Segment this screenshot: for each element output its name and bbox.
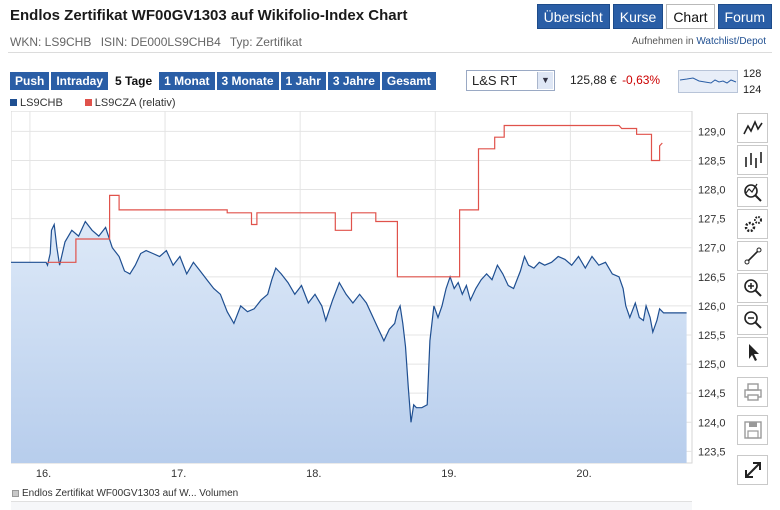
watchlist-prefix: Aufnehmen in bbox=[631, 36, 694, 47]
nav-kurse-button[interactable]: Kurse bbox=[612, 4, 664, 29]
nav-ubersicht-button[interactable]: Übersicht bbox=[536, 4, 610, 29]
x-tick-label: 18. bbox=[306, 468, 321, 480]
pointer-button[interactable] bbox=[737, 337, 768, 367]
security-meta: WKN: LS9CHB ISIN: DE000LS9CHB4 Typ: Zert… bbox=[10, 35, 308, 49]
y-tick-label: 124,0 bbox=[698, 417, 726, 429]
zoom-out-button[interactable] bbox=[737, 305, 768, 335]
y-tick-label: 126,0 bbox=[698, 301, 726, 313]
save-button[interactable] bbox=[737, 415, 768, 445]
type-label: Typ: Zertifikat bbox=[229, 35, 302, 49]
x-tick-label: 16. bbox=[36, 468, 51, 480]
zoom-out-icon bbox=[743, 311, 762, 329]
legend-item-ls9chb[interactable]: LS9CHB bbox=[10, 97, 63, 109]
mini-chart-high: 128 bbox=[743, 68, 762, 80]
tab-push[interactable]: Push bbox=[10, 72, 50, 90]
legend-item-ls9cza[interactable]: LS9CZA (relativ) bbox=[84, 97, 176, 109]
exchange-selected-value: L&S RT bbox=[472, 73, 518, 88]
volume-legend[interactable]: Endlos Zertifikat WF00GV1303 auf W... Vo… bbox=[12, 488, 238, 499]
top-navigation: Übersicht Kurse Chart Forum bbox=[536, 4, 772, 29]
x-tick-label: 17. bbox=[171, 468, 186, 480]
pointer-icon bbox=[748, 344, 759, 361]
mini-chart-line bbox=[679, 77, 737, 84]
tab-5-tage[interactable]: 5 Tage bbox=[110, 72, 158, 90]
series-line-ls9chb bbox=[11, 220, 687, 423]
legend-swatch-blue bbox=[10, 99, 17, 106]
y-tick-label: 125,0 bbox=[698, 359, 726, 371]
legend-label-ls9cza: LS9CZA (relativ) bbox=[94, 97, 176, 109]
watchlist-add: Aufnehmen in Watchlist/Depot bbox=[632, 36, 766, 47]
nav-chart-button[interactable]: Chart bbox=[666, 4, 715, 29]
y-tick-label: 123,5 bbox=[698, 446, 726, 458]
settings-button[interactable] bbox=[737, 209, 768, 239]
legend-swatch-red bbox=[84, 99, 92, 106]
chevron-down-icon: ▼ bbox=[537, 72, 553, 89]
settings-icon bbox=[744, 216, 762, 233]
ohlc-chart-button[interactable] bbox=[737, 145, 768, 175]
y-tick-label: 128,0 bbox=[698, 185, 726, 197]
zoom-in-button[interactable] bbox=[737, 273, 768, 303]
header-divider bbox=[8, 52, 772, 53]
chart-legend: LS9CHB LS9CZA (relativ) bbox=[10, 97, 176, 109]
ohlc-chart-icon bbox=[744, 152, 762, 168]
y-tick-label: 127,0 bbox=[698, 243, 726, 255]
isin-label: ISIN: DE000LS9CHB4 bbox=[100, 35, 221, 49]
save-icon bbox=[743, 421, 762, 439]
draw-line-icon bbox=[744, 247, 761, 265]
last-price: 125,88 € bbox=[570, 73, 617, 87]
watchlist-link[interactable]: Watchlist/Depot bbox=[696, 36, 766, 47]
exchange-select[interactable]: L&S RT ▼ bbox=[466, 70, 555, 91]
series-line-ls9cza-relativ- bbox=[47, 124, 663, 278]
line-chart-icon bbox=[742, 120, 763, 135]
x-tick-label: 19. bbox=[441, 468, 456, 480]
fullscreen-icon bbox=[744, 462, 761, 478]
tab-3-jahre[interactable]: 3 Jahre bbox=[327, 72, 380, 90]
price-change: -0,63% bbox=[622, 73, 661, 87]
page-title: Endlos Zertifikat WF00GV1303 auf Wikifol… bbox=[10, 7, 408, 24]
tab-intraday[interactable]: Intraday bbox=[51, 72, 109, 90]
wkn-label: WKN: LS9CHB bbox=[10, 35, 92, 49]
indicator-icon bbox=[743, 183, 762, 202]
tab-1-jahr[interactable]: 1 Jahr bbox=[280, 72, 326, 90]
indicator-button[interactable] bbox=[737, 177, 768, 207]
y-tick-label: 129,0 bbox=[698, 126, 726, 138]
y-tick-label: 126,5 bbox=[698, 272, 726, 284]
y-tick-label: 125,5 bbox=[698, 330, 726, 342]
quote-display: 125,88 € -0,63% bbox=[570, 73, 660, 87]
tab-1-monat[interactable]: 1 Monat bbox=[159, 72, 215, 90]
legend-label-ls9chb: LS9CHB bbox=[20, 97, 63, 109]
line-chart-button[interactable] bbox=[737, 113, 768, 143]
nav-forum-button[interactable]: Forum bbox=[717, 4, 772, 29]
volume-swatch bbox=[12, 490, 19, 497]
y-tick-label: 127,5 bbox=[698, 214, 726, 226]
volume-label: Endlos Zertifikat WF00GV1303 auf W... Vo… bbox=[22, 488, 239, 499]
draw-line-button[interactable] bbox=[737, 241, 768, 271]
y-tick-label: 124,5 bbox=[698, 388, 726, 400]
series-area-ls9chb bbox=[11, 221, 687, 463]
x-tick-label: 20. bbox=[576, 468, 591, 480]
zoom-in-icon bbox=[743, 279, 762, 297]
tab-gesamt[interactable]: Gesamt bbox=[381, 72, 436, 90]
price-chart[interactable]: 123,5 124,0 124,5 125,0 125,5 126,0 126,5 127,0… bbox=[11, 111, 734, 482]
volume-panel bbox=[11, 501, 692, 510]
mini-chart-low: 124 bbox=[743, 84, 762, 96]
print-icon bbox=[743, 383, 762, 401]
fullscreen-button[interactable] bbox=[737, 455, 768, 485]
print-button[interactable] bbox=[737, 377, 768, 407]
y-tick-label: 128,5 bbox=[698, 155, 726, 167]
time-range-tabs: Push Intraday 5 Tage 1 Monat 3 Monate 1 … bbox=[10, 72, 436, 90]
mini-chart-navigator[interactable] bbox=[678, 70, 738, 93]
tab-3-monate[interactable]: 3 Monate bbox=[216, 72, 279, 90]
